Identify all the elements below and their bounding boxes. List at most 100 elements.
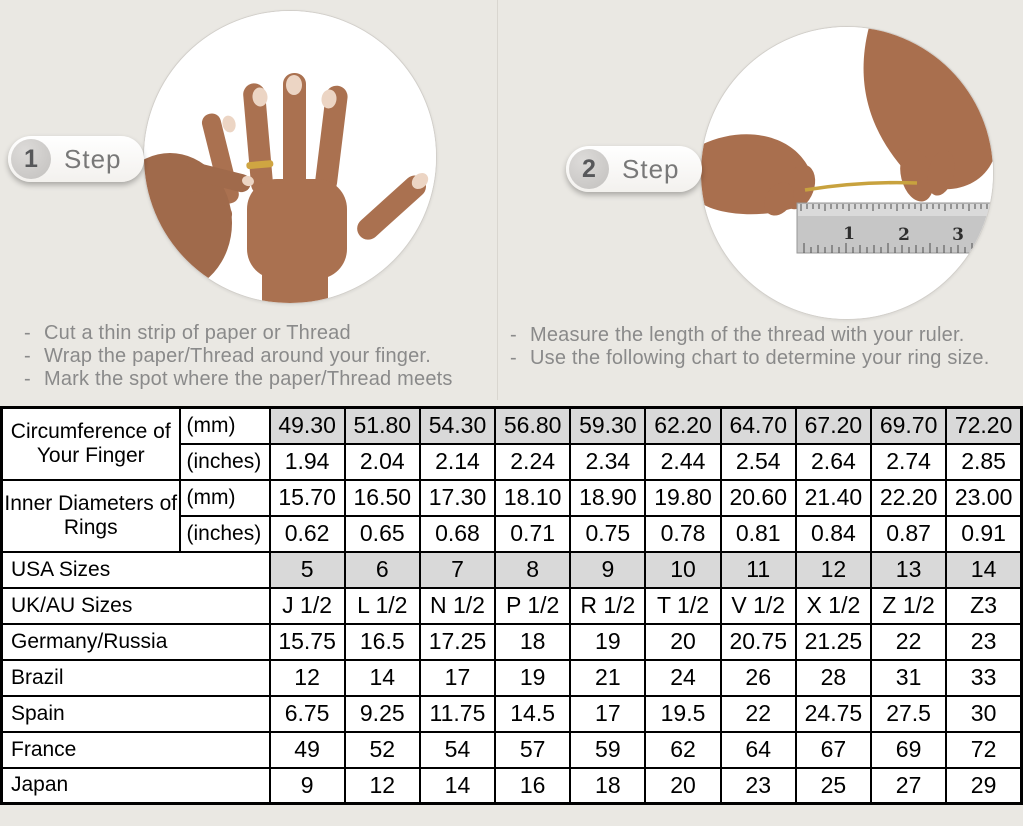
- row-group-label: Inner Diameters of Rings: [0, 478, 181, 553]
- value-cell: 9.25: [343, 694, 421, 733]
- value-cell: T 1/2: [644, 586, 722, 625]
- value-cell: 20.75: [719, 622, 797, 661]
- value-cell: R 1/2: [569, 586, 647, 625]
- value-cell: 6: [343, 550, 421, 589]
- value-cell: 24.75: [794, 694, 873, 733]
- step-1-badge: 1 Step: [8, 136, 144, 182]
- value-cell: V 1/2: [719, 586, 797, 625]
- value-cell: 29: [945, 766, 1023, 805]
- value-cell: 15.70: [268, 478, 346, 517]
- value-cell: 51.80: [343, 406, 421, 445]
- step-1-photo: [143, 10, 437, 304]
- value-cell: 49.30: [268, 406, 346, 445]
- value-cell: 2.54: [719, 442, 797, 481]
- row-group-label: Circumference of Your Finger: [0, 406, 181, 481]
- value-cell: N 1/2: [418, 586, 497, 625]
- value-cell: 30: [945, 694, 1023, 733]
- value-cell: 2.74: [869, 442, 948, 481]
- table-row: Brazil 12 14 17 19 21 24 26 28 31 33: [0, 658, 1023, 697]
- value-cell: 0.91: [945, 514, 1023, 553]
- value-cell: 9: [569, 550, 647, 589]
- value-cell: 2.24: [494, 442, 572, 481]
- value-cell: 26: [719, 658, 797, 697]
- value-cell: 28: [794, 658, 873, 697]
- gold-ring: [246, 160, 274, 170]
- step-2-label: Step: [622, 153, 680, 184]
- value-cell: 49: [268, 730, 346, 769]
- value-cell: 67: [794, 730, 873, 769]
- table-row: Spain 6.75 9.25 11.75 14.5 17 19.5 22 24.75 27.5 3…: [0, 694, 1023, 733]
- instruction-item: Cut a thin strip of paper or Thread: [22, 322, 453, 345]
- step-2-badge: 2 Step: [566, 146, 702, 192]
- value-cell: 57: [494, 730, 572, 769]
- value-cell: Z3: [945, 586, 1023, 625]
- value-cell: 59: [569, 730, 647, 769]
- value-cell: 12: [343, 766, 421, 805]
- value-cell: 0.62: [268, 514, 346, 553]
- value-cell: 2.85: [945, 442, 1023, 481]
- value-cell: 27: [869, 766, 948, 805]
- ruler: 1 2 3: [796, 202, 993, 254]
- value-cell: 22: [719, 694, 797, 733]
- value-cell: 56.80: [494, 406, 572, 445]
- step-2-photo: 1 2 3: [700, 26, 994, 320]
- value-cell: 15.75: [268, 622, 346, 661]
- value-cell: 62: [644, 730, 722, 769]
- unit-label: (inches): [178, 442, 271, 481]
- value-cell: 21.40: [794, 478, 873, 517]
- instruction-item: Mark the spot where the paper/Thread mee…: [22, 368, 453, 391]
- instruction-item: Use the following chart to determine you…: [508, 347, 990, 370]
- value-cell: 0.71: [494, 514, 572, 553]
- value-cell: J 1/2: [268, 586, 346, 625]
- table-row: (inches) 0.62 0.65 0.68 0.71 0.75 0.78 0.81 0.84…: [2, 514, 1023, 553]
- value-cell: 24: [644, 658, 722, 697]
- value-cell: 0.84: [794, 514, 873, 553]
- value-cell: 0.78: [644, 514, 722, 553]
- unit-label: (inches): [178, 514, 271, 553]
- value-cell: 23: [945, 622, 1023, 661]
- value-cell: 0.87: [869, 514, 948, 553]
- size-system-label: France: [0, 730, 271, 769]
- value-cell: 17.25: [418, 622, 497, 661]
- value-cell: 20: [644, 766, 722, 805]
- value-cell: 62.20: [644, 406, 722, 445]
- instruction-item: Wrap the paper/Thread around your finger…: [22, 345, 453, 368]
- svg-text:2: 2: [898, 225, 910, 245]
- table-row: Germany/Russia 15.75 16.5 17.25 18 19 20 20.75 2…: [0, 622, 1023, 661]
- value-cell: 19: [569, 622, 647, 661]
- value-cell: 2.34: [569, 442, 647, 481]
- value-cell: 18: [569, 766, 647, 805]
- table-row: Circumference of Your Finger (mm) 49.30 51.…: [0, 406, 1023, 481]
- value-cell: 2.14: [418, 442, 497, 481]
- gold-thread: [804, 180, 918, 192]
- value-cell: 23.00: [945, 478, 1023, 517]
- value-cell: 0.65: [343, 514, 421, 553]
- value-cell: 20.60: [719, 478, 797, 517]
- value-cell: P 1/2: [494, 586, 572, 625]
- value-cell: 69: [869, 730, 948, 769]
- value-cell: 27.5: [869, 694, 948, 733]
- table-row: France 49 52 54 57 59 62 64 67 69 72: [0, 730, 1023, 769]
- value-cell: 19.80: [644, 478, 722, 517]
- step-1-instructions: Cut a thin strip of paper or Thread Wrap…: [22, 322, 453, 391]
- value-cell: 5: [268, 550, 346, 589]
- unit-label: (mm): [178, 478, 271, 517]
- ring-size-table-body: Circumference of Your Finger (mm) 49.30 51.…: [0, 406, 1023, 805]
- value-cell: 11: [719, 550, 797, 589]
- value-cell: 54: [418, 730, 497, 769]
- measuring-steps-section: 1 2 3 1 Step 2 Step Cut a thin strip of …: [0, 0, 1023, 406]
- value-cell: 64.70: [719, 406, 797, 445]
- value-cell: 25: [794, 766, 873, 805]
- step-2-number: 2: [569, 149, 609, 189]
- value-cell: 20: [644, 622, 722, 661]
- step-1-number: 1: [11, 139, 51, 179]
- value-cell: 17: [418, 658, 497, 697]
- size-system-label: USA Sizes: [0, 550, 271, 589]
- value-cell: 0.68: [418, 514, 497, 553]
- value-cell: 19.5: [644, 694, 722, 733]
- value-cell: 10: [644, 550, 722, 589]
- value-cell: 59.30: [569, 406, 647, 445]
- value-cell: 21.25: [794, 622, 873, 661]
- value-cell: 18.90: [569, 478, 647, 517]
- table-row: Inner Diameters of Rings (mm) 15.70 16.50 17…: [0, 478, 1023, 553]
